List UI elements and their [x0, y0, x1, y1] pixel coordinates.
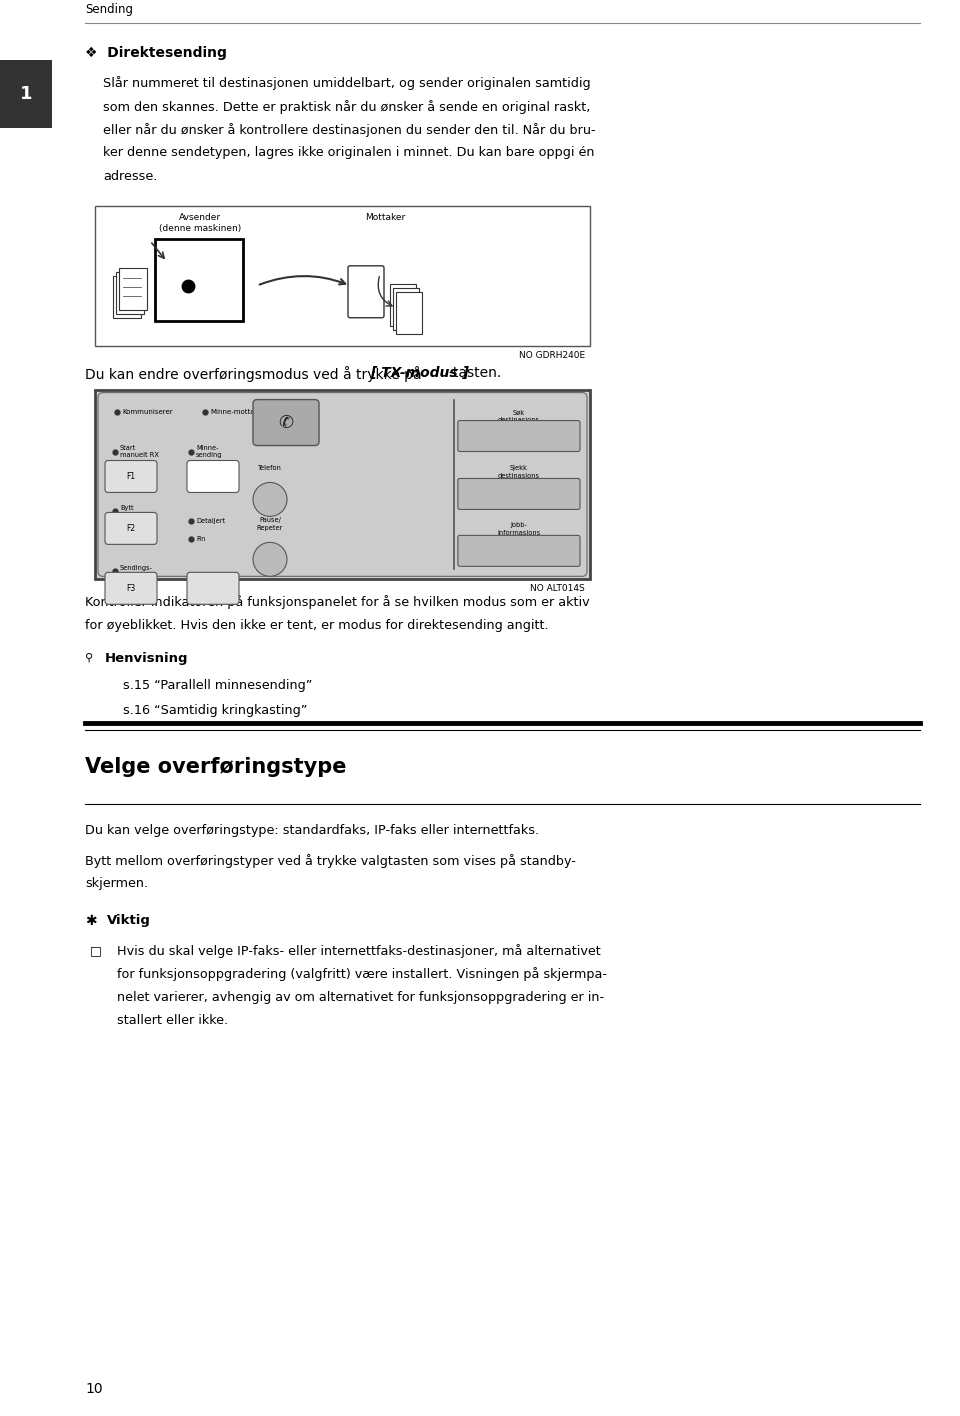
- FancyBboxPatch shape: [105, 572, 157, 605]
- Text: F2: F2: [127, 524, 135, 532]
- Text: Henvisning: Henvisning: [105, 653, 188, 666]
- FancyBboxPatch shape: [253, 399, 319, 446]
- Circle shape: [253, 483, 287, 517]
- FancyBboxPatch shape: [348, 266, 384, 317]
- Text: NO GDRH240E: NO GDRH240E: [518, 351, 585, 360]
- Bar: [95, 389, 590, 579]
- Text: Telefon: Telefon: [258, 466, 282, 472]
- Text: Bytt
RX-modus: Bytt RX-modus: [120, 504, 154, 518]
- Text: [ TX-modus ]: [ TX-modus ]: [371, 365, 469, 379]
- Bar: [119, 268, 147, 310]
- Text: ❖  Direktesending: ❖ Direktesending: [85, 47, 227, 59]
- Bar: [155, 239, 243, 320]
- Text: F1: F1: [127, 472, 135, 481]
- Text: Du kan endre overføringsmodus ved å trykke på: Du kan endre overføringsmodus ved å tryk…: [85, 365, 426, 381]
- Text: Kontroller indikatoren på funksjonspanelet for å se hvilken modus som er aktiv: Kontroller indikatoren på funksjonspanel…: [85, 595, 589, 609]
- Text: Viktig: Viktig: [107, 913, 151, 927]
- Text: Hvis du skal velge IP-faks- eller internettfaks-destinasjoner, må alternativet: Hvis du skal velge IP-faks- eller intern…: [117, 943, 601, 957]
- Bar: [116, 272, 144, 314]
- Text: ✆: ✆: [278, 413, 294, 432]
- Bar: [0, 59, 52, 127]
- Text: Minne-
sending: Minne- sending: [196, 445, 223, 459]
- FancyBboxPatch shape: [458, 421, 580, 452]
- Bar: [390, 283, 416, 326]
- Text: nelet varierer, avhengig av om alternativet for funksjonsoppgradering er in-: nelet varierer, avhengig av om alternati…: [117, 991, 604, 1004]
- FancyBboxPatch shape: [98, 392, 587, 576]
- Text: □: □: [90, 943, 102, 957]
- Text: Sendings-
stempel: Sendings- stempel: [120, 565, 153, 578]
- Text: 1: 1: [20, 85, 33, 103]
- Text: skjermen.: skjermen.: [85, 878, 148, 891]
- Text: ker denne sendetypen, lagres ikke originalen i minnet. Du kan bare oppgi én: ker denne sendetypen, lagres ikke origin…: [103, 146, 594, 160]
- Text: ✱: ✱: [85, 913, 97, 927]
- Circle shape: [253, 542, 287, 576]
- Text: s.16 “Samtidig kringkasting”: s.16 “Samtidig kringkasting”: [123, 704, 307, 716]
- Text: Minne-mottak: Minne-mottak: [210, 409, 258, 415]
- Text: Fin: Fin: [196, 537, 205, 542]
- Text: ⚲: ⚲: [85, 653, 93, 663]
- Text: adresse.: adresse.: [103, 170, 157, 183]
- Text: Velge overføringstype: Velge overføringstype: [85, 758, 347, 777]
- Text: -tasten.: -tasten.: [448, 365, 501, 379]
- FancyBboxPatch shape: [458, 535, 580, 566]
- Text: Bytt mellom overføringstyper ved å trykke valgtasten som vises på standby-: Bytt mellom overføringstyper ved å trykk…: [85, 854, 576, 868]
- Text: Jobb-
informasjons: Jobb- informasjons: [497, 523, 540, 535]
- Text: Sending: Sending: [85, 3, 133, 16]
- FancyBboxPatch shape: [105, 460, 157, 493]
- Text: Sjekk
destinasjons: Sjekk destinasjons: [498, 466, 540, 479]
- Text: Slår nummeret til destinasjonen umiddelbart, og sender originalen samtidig: Slår nummeret til destinasjonen umiddelb…: [103, 76, 590, 91]
- Text: Mottaker: Mottaker: [365, 212, 405, 222]
- Bar: [95, 205, 590, 346]
- Text: stallert eller ikke.: stallert eller ikke.: [117, 1014, 228, 1027]
- Text: NO ALT014S: NO ALT014S: [530, 585, 585, 593]
- Text: Pause/
Repeter: Pause/ Repeter: [257, 517, 283, 531]
- Text: F3: F3: [127, 583, 135, 593]
- Text: Kommuniserer: Kommuniserer: [122, 409, 173, 415]
- Text: s.15 “Parallell minnesending”: s.15 “Parallell minnesending”: [123, 680, 312, 692]
- Text: eller når du ønsker å kontrollere destinasjonen du sender den til. Når du bru-: eller når du ønsker å kontrollere destin…: [103, 123, 595, 137]
- Bar: [396, 292, 422, 334]
- Text: 10: 10: [85, 1382, 103, 1396]
- Text: Søk
destinasjons: Søk destinasjons: [498, 409, 540, 423]
- Text: for funksjonsoppgradering (valgfritt) være installert. Visningen på skjermpa-: for funksjonsoppgradering (valgfritt) væ…: [117, 967, 607, 981]
- Text: Start
manuelt RX: Start manuelt RX: [120, 445, 158, 459]
- FancyBboxPatch shape: [458, 479, 580, 510]
- Text: Detaljert: Detaljert: [196, 518, 226, 524]
- Text: Avsender
(denne maskinen): Avsender (denne maskinen): [158, 212, 241, 234]
- FancyBboxPatch shape: [187, 460, 239, 493]
- Text: Du kan velge overføringstype: standardfaks, IP-faks eller internettfaks.: Du kan velge overføringstype: standardfa…: [85, 824, 540, 837]
- Text: som den skannes. Dette er praktisk når du ønsker å sende en original raskt,: som den skannes. Dette er praktisk når d…: [103, 99, 590, 113]
- Text: for øyeblikket. Hvis den ikke er tent, er modus for direktesending angitt.: for øyeblikket. Hvis den ikke er tent, e…: [85, 619, 548, 632]
- Bar: [393, 287, 419, 330]
- Bar: [113, 276, 141, 317]
- FancyBboxPatch shape: [187, 572, 239, 605]
- FancyBboxPatch shape: [105, 513, 157, 544]
